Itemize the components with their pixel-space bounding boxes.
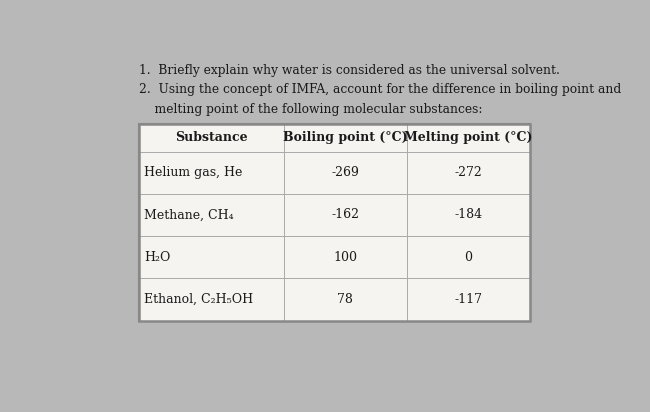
Text: Methane, CH₄: Methane, CH₄ — [144, 208, 234, 222]
Text: -184: -184 — [454, 208, 482, 222]
Text: -269: -269 — [332, 166, 359, 179]
FancyBboxPatch shape — [407, 194, 530, 236]
FancyBboxPatch shape — [283, 279, 407, 321]
Text: 100: 100 — [333, 251, 357, 264]
Text: 78: 78 — [337, 293, 353, 306]
Text: 2.  Using the concept of IMFA, account for the difference in boiling point and: 2. Using the concept of IMFA, account fo… — [139, 83, 621, 96]
Text: -117: -117 — [454, 293, 482, 306]
FancyBboxPatch shape — [407, 236, 530, 279]
FancyBboxPatch shape — [139, 279, 283, 321]
FancyBboxPatch shape — [283, 152, 407, 194]
FancyBboxPatch shape — [139, 236, 283, 279]
Text: 1.  Briefly explain why water is considered as the universal solvent.: 1. Briefly explain why water is consider… — [139, 64, 560, 77]
FancyBboxPatch shape — [139, 194, 283, 236]
Text: Boiling point (°C): Boiling point (°C) — [283, 131, 408, 144]
Text: -272: -272 — [454, 166, 482, 179]
Text: melting point of the following molecular substances:: melting point of the following molecular… — [139, 103, 483, 116]
FancyBboxPatch shape — [283, 124, 407, 152]
Text: 0: 0 — [464, 251, 472, 264]
FancyBboxPatch shape — [283, 194, 407, 236]
FancyBboxPatch shape — [407, 124, 530, 152]
FancyBboxPatch shape — [139, 124, 530, 321]
Text: -162: -162 — [331, 208, 359, 222]
Text: Helium gas, He: Helium gas, He — [144, 166, 242, 179]
FancyBboxPatch shape — [139, 124, 283, 152]
FancyBboxPatch shape — [407, 279, 530, 321]
FancyBboxPatch shape — [283, 236, 407, 279]
FancyBboxPatch shape — [407, 152, 530, 194]
Text: Substance: Substance — [175, 131, 248, 144]
FancyBboxPatch shape — [139, 152, 283, 194]
Text: Ethanol, C₂H₅OH: Ethanol, C₂H₅OH — [144, 293, 254, 306]
Text: H₂O: H₂O — [144, 251, 170, 264]
Text: Melting point (°C): Melting point (°C) — [404, 131, 532, 144]
